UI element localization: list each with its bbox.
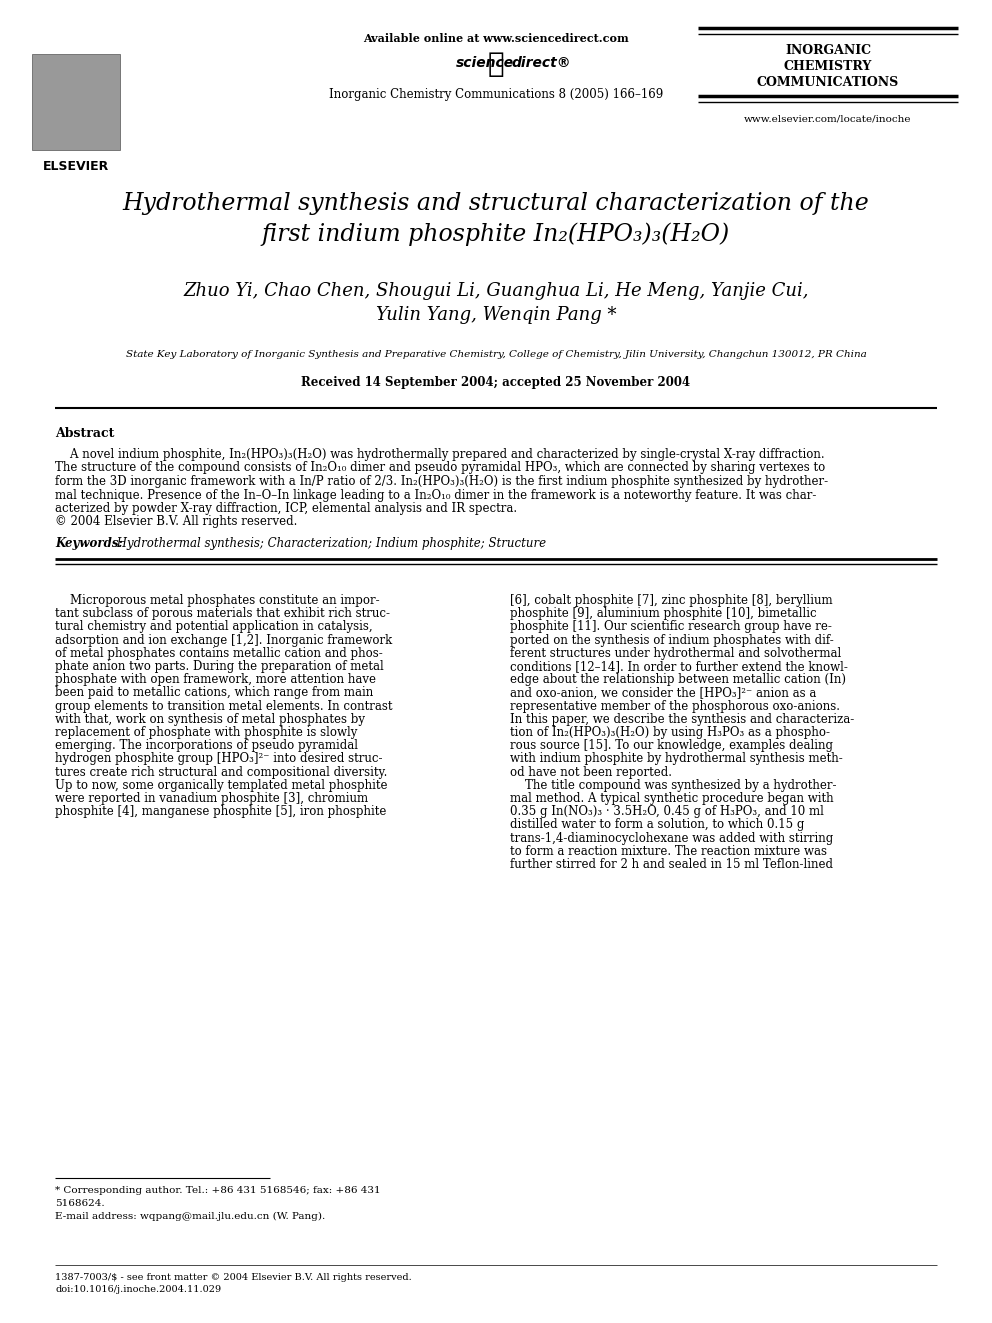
Text: adsorption and ion exchange [1,2]. Inorganic framework: adsorption and ion exchange [1,2]. Inorg… [55,634,392,647]
Text: group elements to transition metal elements. In contrast: group elements to transition metal eleme… [55,700,393,713]
Text: ported on the synthesis of indium phosphates with dif-: ported on the synthesis of indium phosph… [510,634,833,647]
Text: representative member of the phosphorous oxo-anions.: representative member of the phosphorous… [510,700,840,713]
Text: Received 14 September 2004; accepted 25 November 2004: Received 14 September 2004; accepted 25 … [302,376,690,389]
Text: of metal phosphates contains metallic cation and phos-: of metal phosphates contains metallic ca… [55,647,383,660]
Text: Keywords:: Keywords: [55,537,123,550]
Text: © 2004 Elsevier B.V. All rights reserved.: © 2004 Elsevier B.V. All rights reserved… [55,516,298,528]
Text: CHEMISTRY: CHEMISTRY [784,60,872,73]
Text: State Key Laboratory of Inorganic Synthesis and Preparative Chemistry, College o: State Key Laboratory of Inorganic Synthe… [126,351,866,359]
Text: A novel indium phosphite, In₂(HPO₃)₃(H₂O) was hydrothermally prepared and charac: A novel indium phosphite, In₂(HPO₃)₃(H₂O… [55,448,824,460]
Text: mal method. A typical synthetic procedure began with: mal method. A typical synthetic procedur… [510,792,833,804]
Text: and oxo-anion, we consider the [HPO₃]²⁻ anion as a: and oxo-anion, we consider the [HPO₃]²⁻ … [510,687,816,700]
Text: The title compound was synthesized by a hydrother-: The title compound was synthesized by a … [510,779,836,791]
Text: ferent structures under hydrothermal and solvothermal: ferent structures under hydrothermal and… [510,647,841,660]
Text: od have not been reported.: od have not been reported. [510,766,672,779]
Text: conditions [12–14]. In order to further extend the knowl-: conditions [12–14]. In order to further … [510,660,848,673]
Text: first indium phosphite In₂(HPO₃)₃(H₂O): first indium phosphite In₂(HPO₃)₃(H₂O) [262,222,730,246]
Text: tant subclass of porous materials that exhibit rich struc-: tant subclass of porous materials that e… [55,607,390,620]
Text: with indium phosphite by hydrothermal synthesis meth-: with indium phosphite by hydrothermal sy… [510,753,843,766]
Text: with that, work on synthesis of metal phosphates by: with that, work on synthesis of metal ph… [55,713,365,726]
Text: Hydrothermal synthesis and structural characterization of the: Hydrothermal synthesis and structural ch… [123,192,869,216]
Text: tural chemistry and potential application in catalysis,: tural chemistry and potential applicatio… [55,620,373,634]
Text: phate anion two parts. During the preparation of metal: phate anion two parts. During the prepar… [55,660,384,673]
Text: doi:10.1016/j.inoche.2004.11.029: doi:10.1016/j.inoche.2004.11.029 [55,1285,221,1294]
Bar [32,54,120,149]
Text: * Corresponding author. Tel.: +86 431 5168546; fax: +86 431: * Corresponding author. Tel.: +86 431 51… [55,1185,381,1195]
Text: edge about the relationship between metallic cation (In): edge about the relationship between meta… [510,673,846,687]
Text: acterized by powder X-ray diffraction, ICP, elemental analysis and IR spectra.: acterized by powder X-ray diffraction, I… [55,501,517,515]
Text: In this paper, we describe the synthesis and characteriza-: In this paper, we describe the synthesis… [510,713,854,726]
Text: INORGANIC: INORGANIC [785,44,871,57]
Text: E-mail address: wqpang@mail.jlu.edu.cn (W. Pang).: E-mail address: wqpang@mail.jlu.edu.cn (… [55,1212,325,1221]
Text: Up to now, some organically templated metal phosphite: Up to now, some organically templated me… [55,779,388,791]
Text: distilled water to form a solution, to which 0.15 g: distilled water to form a solution, to w… [510,819,805,831]
Text: been paid to metallic cations, which range from main: been paid to metallic cations, which ran… [55,687,373,700]
Text: 1387-7003/$ - see front matter © 2004 Elsevier B.V. All rights reserved.: 1387-7003/$ - see front matter © 2004 El… [55,1273,412,1282]
Text: Available online at www.sciencedirect.com: Available online at www.sciencedirect.co… [363,33,629,44]
Text: Hydrothermal synthesis; Characterization; Indium phosphite; Structure: Hydrothermal synthesis; Characterization… [113,537,547,550]
Text: [6], cobalt phosphite [7], zinc phosphite [8], beryllium: [6], cobalt phosphite [7], zinc phosphit… [510,594,832,607]
Text: direct®: direct® [512,56,571,70]
Text: ELSEVIER: ELSEVIER [43,160,109,173]
Text: to form a reaction mixture. The reaction mixture was: to form a reaction mixture. The reaction… [510,845,827,857]
Text: Microporous metal phosphates constitute an impor-: Microporous metal phosphates constitute … [55,594,380,607]
Text: tures create rich structural and compositional diversity.: tures create rich structural and composi… [55,766,387,779]
Text: mal technique. Presence of the In–O–In linkage leading to a In₂O₁₀ dimer in the : mal technique. Presence of the In–O–In l… [55,488,816,501]
Text: phosphite [4], manganese phosphite [5], iron phosphite: phosphite [4], manganese phosphite [5], … [55,806,386,818]
Text: www.elsevier.com/locate/inoche: www.elsevier.com/locate/inoche [744,114,912,123]
Text: phosphite [11]. Our scientific research group have re-: phosphite [11]. Our scientific research … [510,620,832,634]
Text: tion of In₂(HPO₃)₃(H₂O) by using H₃PO₃ as a phospho-: tion of In₂(HPO₃)₃(H₂O) by using H₃PO₃ a… [510,726,830,740]
Text: phosphate with open framework, more attention have: phosphate with open framework, more atte… [55,673,376,687]
Text: form the 3D inorganic framework with a In/P ratio of 2/3. In₂(HPO₃)₃(H₂O) is the: form the 3D inorganic framework with a I… [55,475,828,488]
Text: emerging. The incorporations of pseudo pyramidal: emerging. The incorporations of pseudo p… [55,740,358,753]
Text: further stirred for 2 h and sealed in 15 ml Teflon-lined: further stirred for 2 h and sealed in 15… [510,859,833,871]
Text: Zhuo Yi, Chao Chen, Shougui Li, Guanghua Li, He Meng, Yanjie Cui,: Zhuo Yi, Chao Chen, Shougui Li, Guanghua… [184,282,808,300]
Text: COMMUNICATIONS: COMMUNICATIONS [757,75,899,89]
Text: The structure of the compound consists of In₂O₁₀ dimer and pseudo pyramidal HPO₃: The structure of the compound consists o… [55,462,825,475]
Text: ⓓ: ⓓ [488,50,504,78]
Text: 5168624.: 5168624. [55,1199,104,1208]
Text: science: science [456,56,514,70]
Text: Yulin Yang, Wenqin Pang *: Yulin Yang, Wenqin Pang * [376,306,616,324]
Text: 0.35 g In(NO₃)₃ · 3.5H₂O, 0.45 g of H₃PO₃, and 10 ml: 0.35 g In(NO₃)₃ · 3.5H₂O, 0.45 g of H₃PO… [510,806,824,818]
Text: trans-1,4-diaminocyclohexane was added with stirring: trans-1,4-diaminocyclohexane was added w… [510,832,833,844]
Text: Inorganic Chemistry Communications 8 (2005) 166–169: Inorganic Chemistry Communications 8 (20… [329,89,663,101]
Text: were reported in vanadium phosphite [3], chromium: were reported in vanadium phosphite [3],… [55,792,368,804]
Text: hydrogen phosphite group [HPO₃]²⁻ into desired struc-: hydrogen phosphite group [HPO₃]²⁻ into d… [55,753,383,766]
Text: Abstract: Abstract [55,427,114,441]
Text: rous source [15]. To our knowledge, examples dealing: rous source [15]. To our knowledge, exam… [510,740,833,753]
Text: replacement of phosphate with phosphite is slowly: replacement of phosphate with phosphite … [55,726,357,740]
Text: phosphite [9], aluminium phosphite [10], bimetallic: phosphite [9], aluminium phosphite [10],… [510,607,816,620]
